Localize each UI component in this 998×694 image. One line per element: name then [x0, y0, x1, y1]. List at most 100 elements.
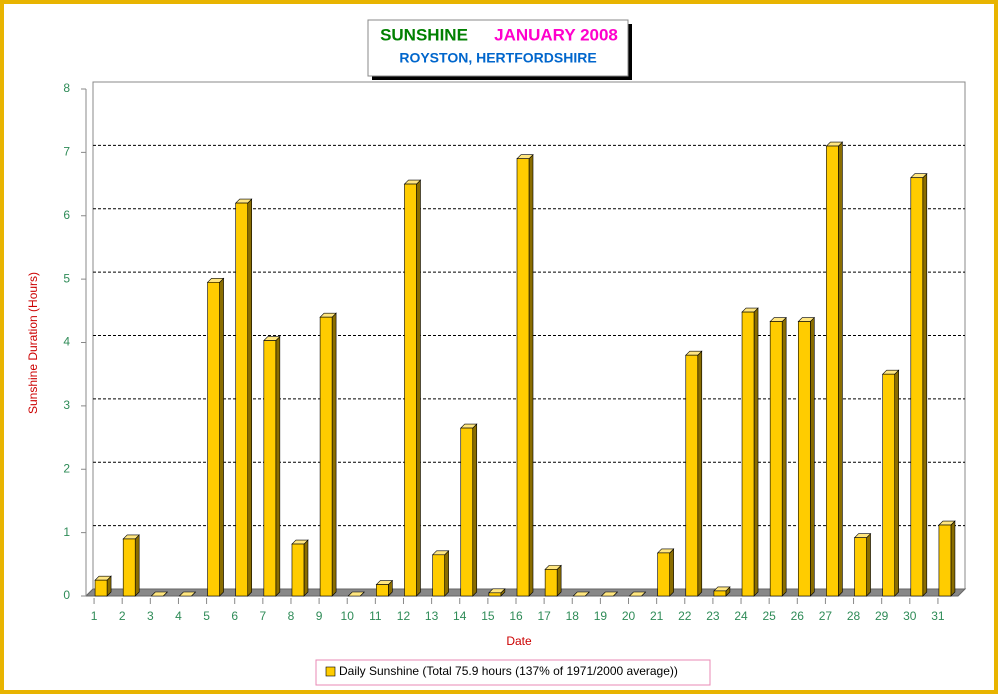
x-tick-label: 4	[175, 609, 182, 623]
x-tick-label: 27	[819, 609, 833, 623]
x-tick-label: 13	[425, 609, 439, 623]
bar-side	[950, 520, 956, 597]
bar	[431, 550, 450, 597]
bar	[825, 141, 844, 597]
bar-side	[219, 277, 224, 597]
x-tick-label: 20	[622, 609, 636, 623]
bar	[178, 591, 197, 597]
x-tick-label: 28	[847, 609, 861, 623]
y-tick-label: 1	[63, 525, 70, 539]
bar	[938, 520, 956, 597]
x-tick-label: 1	[91, 609, 98, 623]
bar-side	[753, 307, 759, 597]
x-tick-label: 30	[903, 609, 917, 623]
x-axis-label: Date	[506, 634, 532, 648]
x-tick-label: 22	[678, 609, 692, 623]
bar-front	[797, 321, 811, 597]
x-tick-label: 12	[397, 609, 411, 623]
bar	[375, 579, 394, 597]
chart-title-period: JANUARY 2008	[494, 25, 618, 44]
bar-side	[894, 369, 899, 597]
bar	[600, 591, 619, 597]
bar-front	[404, 183, 417, 597]
bar	[713, 586, 731, 597]
bar-front	[882, 373, 895, 597]
x-tick-label: 6	[231, 609, 238, 623]
x-tick-label: 24	[734, 609, 748, 623]
bar-front	[910, 177, 924, 597]
y-tick-label: 6	[63, 208, 70, 222]
bar-side	[669, 548, 674, 597]
x-tick-label: 7	[259, 609, 266, 623]
bar-front	[657, 552, 670, 597]
bar	[94, 575, 112, 597]
y-tick-label: 5	[63, 271, 70, 285]
bar-front	[854, 537, 867, 597]
bar-front	[432, 554, 445, 597]
y-tick-label: 4	[63, 335, 70, 349]
bar-side	[303, 539, 309, 597]
x-tick-label: 11	[369, 609, 382, 623]
x-tick-label: 25	[762, 609, 776, 623]
bar	[572, 591, 590, 597]
legend-swatch	[325, 666, 336, 677]
x-tick-label: 17	[537, 609, 551, 623]
bar-front	[826, 145, 839, 597]
bar	[910, 173, 928, 597]
x-tick-label: 19	[594, 609, 608, 623]
bar	[516, 153, 534, 597]
y-axis-label: Sunshine Duration (Hours)	[26, 272, 40, 414]
bar-top	[347, 591, 365, 597]
bar	[797, 316, 816, 597]
chart-title: SUNSHINE	[380, 25, 468, 44]
x-tick-label: 3	[147, 609, 154, 623]
bar-side	[247, 198, 253, 597]
bar	[741, 307, 759, 597]
x-tick-label: 21	[650, 609, 664, 623]
bar-side	[556, 564, 562, 597]
x-tick-label: 31	[931, 609, 945, 623]
bar	[853, 532, 872, 597]
bar-top	[628, 591, 647, 597]
y-tick-label: 3	[63, 398, 70, 412]
bar-front	[544, 569, 558, 597]
bar-side	[922, 173, 928, 597]
bar-side	[134, 534, 140, 597]
bar-front	[713, 590, 727, 597]
bar-front	[376, 584, 389, 597]
bar	[291, 539, 309, 597]
y-tick-label: 2	[63, 461, 70, 475]
x-tick-label: 10	[341, 609, 355, 623]
bar-side	[838, 141, 843, 597]
bar-side	[809, 316, 815, 597]
bar-side	[331, 312, 337, 597]
bar	[150, 591, 169, 597]
y-tick-label: 0	[63, 588, 70, 602]
bar-side	[866, 532, 871, 597]
bar	[319, 312, 337, 597]
x-tick-label: 18	[566, 609, 580, 623]
title-box	[367, 19, 629, 77]
x-tick-label: 8	[288, 609, 295, 623]
bar	[656, 548, 675, 597]
bar-front	[319, 316, 333, 597]
bar-side	[444, 550, 449, 597]
bar-top	[600, 591, 619, 597]
x-tick-label: 5	[203, 609, 210, 623]
bar-front	[235, 202, 249, 597]
chart-subtitle: ROYSTON, HERTFORDSHIRE	[399, 50, 596, 66]
bar-top	[150, 591, 169, 597]
bar	[685, 350, 703, 597]
bar-front	[516, 158, 530, 597]
legend-box	[315, 659, 711, 686]
legend-label: Daily Sunshine (Total 75.9 hours (137% o…	[339, 664, 678, 678]
bar	[769, 316, 787, 597]
x-tick-label: 29	[875, 609, 889, 623]
x-tick-label: 23	[706, 609, 720, 623]
x-tick-label: 15	[481, 609, 495, 623]
bar-top	[572, 591, 590, 597]
bar	[403, 179, 422, 597]
bar-front	[488, 592, 502, 597]
bar-front	[207, 281, 220, 597]
bar-front	[263, 340, 277, 597]
